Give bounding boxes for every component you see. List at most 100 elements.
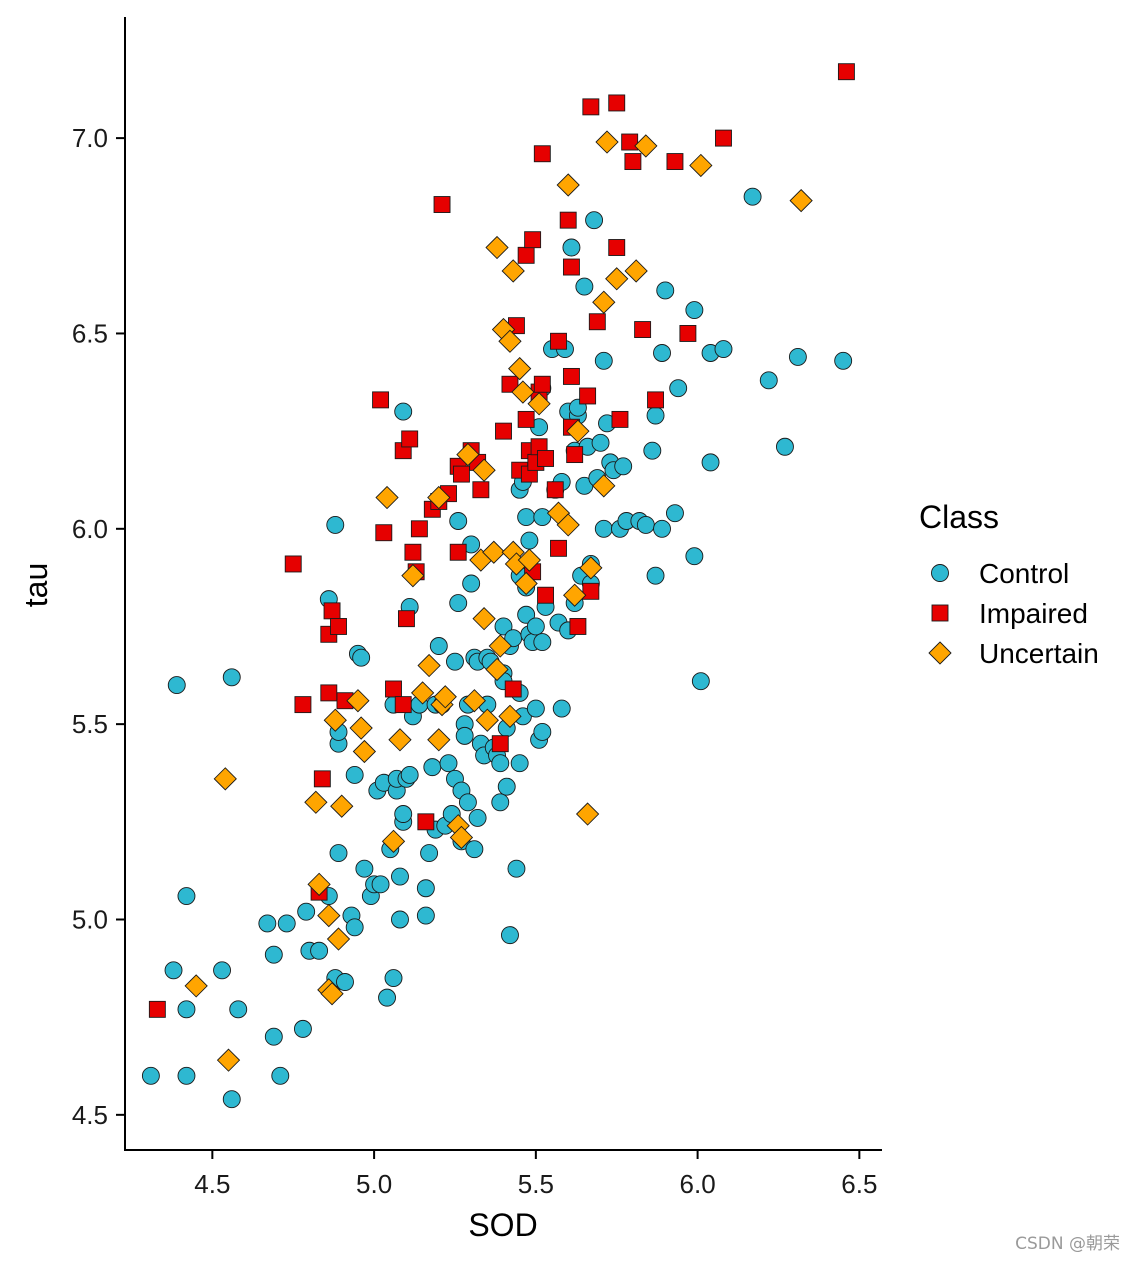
point-impaired [375, 524, 393, 542]
point-impaired [566, 446, 584, 464]
point-uncertain [352, 739, 377, 764]
point-uncertain [595, 130, 619, 154]
point-impaired [608, 239, 626, 256]
point-control [355, 859, 374, 878]
point-control [501, 926, 519, 945]
point-control [258, 914, 277, 933]
x-tick-label: 5.5 [518, 1169, 554, 1199]
point-uncertain [330, 794, 354, 818]
point-control [491, 793, 510, 812]
point-impaired [624, 153, 642, 171]
point-impaired [449, 543, 467, 561]
point-uncertain [388, 728, 412, 752]
point-impaired [550, 332, 567, 350]
point-uncertain [472, 607, 496, 631]
legend-key-impaired [931, 604, 949, 622]
point-impaired [533, 375, 551, 393]
point-control [293, 1019, 312, 1038]
point-control [468, 808, 487, 827]
point-uncertain [346, 689, 370, 713]
point-control [141, 1066, 160, 1085]
point-control [497, 777, 516, 796]
point-control [491, 754, 510, 773]
point-control [167, 676, 186, 695]
point-impaired [647, 391, 664, 409]
point-uncertain [563, 583, 587, 607]
point-control [643, 441, 662, 460]
point-uncertain [184, 974, 208, 998]
point-control [594, 351, 613, 370]
x-tick-label: 6.0 [680, 1169, 716, 1199]
y-tick-label: 6.5 [72, 318, 108, 348]
point-uncertain [216, 1048, 241, 1072]
y-tick-label: 5.0 [72, 904, 108, 934]
point-impaired [410, 520, 428, 538]
legend-label-uncertain: Uncertain [979, 638, 1099, 669]
point-control [264, 945, 283, 964]
y-tick-label: 4.5 [72, 1100, 108, 1130]
point-uncertain [556, 173, 580, 197]
point-control [714, 340, 733, 359]
point-control [378, 988, 396, 1007]
x-tick-label: 6.5 [841, 1169, 877, 1199]
point-control [458, 793, 477, 812]
point-control [449, 594, 468, 612]
point-uncertain [456, 442, 480, 467]
point-impaired [372, 391, 390, 409]
point-control [371, 875, 390, 894]
point-uncertain [575, 802, 600, 826]
point-impaired [330, 618, 347, 635]
point-impaired [559, 211, 577, 229]
point-control [391, 910, 409, 929]
series-impaired [148, 63, 855, 1018]
point-control [446, 652, 464, 671]
legend-key-control [931, 564, 949, 582]
point-impaired [517, 246, 535, 264]
point-control [701, 453, 720, 472]
series-control [141, 187, 853, 1109]
point-control [423, 758, 442, 777]
point-impaired [582, 98, 600, 116]
point-uncertain [498, 704, 522, 728]
point-control [685, 301, 704, 319]
point-control [297, 902, 316, 921]
point-control [594, 519, 613, 538]
point-control [449, 512, 468, 530]
point-control [177, 1000, 196, 1019]
point-control [494, 617, 513, 636]
point-uncertain [482, 540, 506, 564]
point-uncertain [375, 485, 399, 510]
point-control [416, 906, 435, 925]
point-impaired [504, 680, 522, 698]
point-control [520, 531, 539, 550]
point-control [517, 508, 536, 527]
point-uncertain [472, 458, 496, 482]
point-impaired [452, 465, 470, 483]
point-control [591, 433, 610, 452]
point-uncertain [789, 188, 813, 213]
point-uncertain [501, 259, 525, 283]
point-uncertain [485, 657, 509, 682]
point-impaired [562, 258, 580, 276]
point-control [336, 973, 354, 991]
point-uncertain [634, 134, 658, 158]
point-control [455, 726, 474, 745]
legend-label-impaired: Impaired [979, 598, 1088, 629]
series-uncertain [184, 130, 813, 1072]
point-impaired [397, 610, 415, 628]
point-control [562, 238, 581, 257]
point-impaired [582, 582, 600, 600]
point-control [507, 859, 526, 878]
point-control [416, 879, 435, 898]
point-impaired [313, 770, 331, 788]
point-control [394, 402, 413, 421]
point-control [345, 765, 364, 784]
point-control [656, 281, 675, 300]
point-control [510, 754, 529, 773]
point-control [177, 1066, 196, 1085]
point-control [834, 351, 853, 370]
point-control [462, 574, 481, 593]
point-control [759, 371, 778, 390]
y-tick-label: 6.0 [72, 514, 108, 544]
legend-label-control: Control [979, 558, 1069, 589]
